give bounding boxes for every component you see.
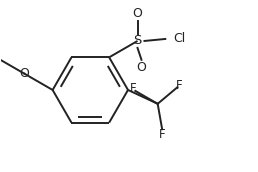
Text: F: F bbox=[130, 82, 137, 95]
Text: Cl: Cl bbox=[173, 33, 186, 45]
Text: F: F bbox=[159, 128, 165, 141]
Text: O: O bbox=[19, 67, 29, 80]
Text: F: F bbox=[176, 79, 183, 92]
Text: S: S bbox=[133, 34, 142, 47]
Text: O: O bbox=[136, 61, 146, 74]
Text: O: O bbox=[133, 7, 142, 20]
